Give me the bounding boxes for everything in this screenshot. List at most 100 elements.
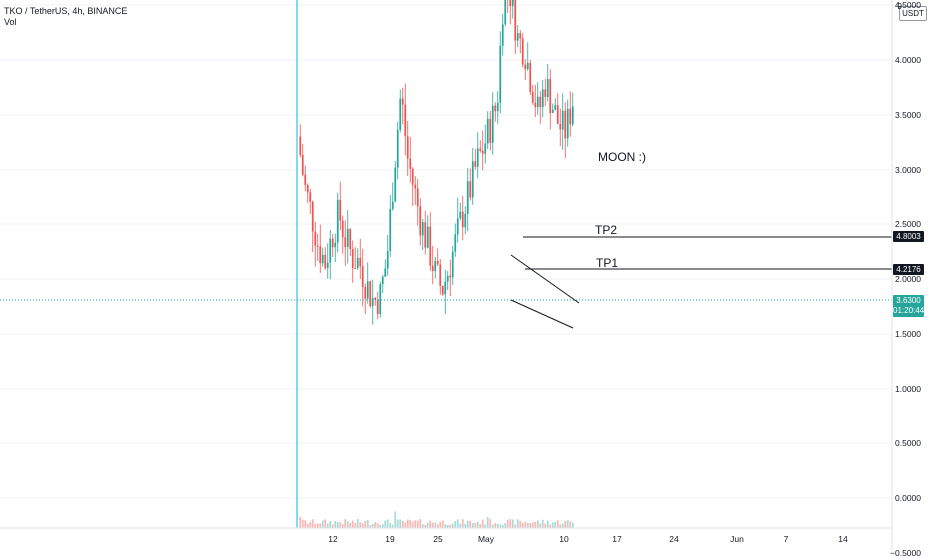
- volume-bar: [306, 523, 309, 528]
- price-tick-label: 3.5000: [895, 109, 921, 120]
- candle-body: [486, 118, 489, 144]
- time-tick-label: 25: [433, 534, 443, 544]
- volume-bar: [549, 524, 552, 528]
- volume-bar: [356, 519, 359, 528]
- time-tick-label: 24: [669, 534, 679, 544]
- volume-bar: [331, 524, 334, 528]
- candle-body: [489, 118, 492, 143]
- candle-body: [496, 102, 499, 112]
- price-tick-label: 0.0000: [895, 493, 921, 503]
- candle-body: [386, 250, 389, 269]
- candle-body: [356, 257, 359, 269]
- volume-bar: [539, 523, 542, 528]
- last-price-value: 3.6300: [896, 296, 921, 305]
- candle-body: [534, 102, 537, 108]
- candle-body: [434, 260, 437, 272]
- volume-bar: [359, 522, 362, 528]
- volume-bar: [321, 520, 324, 528]
- volume-bar: [554, 522, 557, 528]
- candle-body: [481, 150, 484, 154]
- candle-body: [364, 286, 367, 299]
- candle-body: [431, 265, 434, 272]
- volume-bar: [429, 520, 432, 528]
- price-tick-label: 4.0000: [895, 55, 921, 65]
- candle-body: [516, 33, 519, 41]
- candle-body: [426, 226, 429, 248]
- volume-bar: [311, 519, 314, 528]
- price-tick-label: 9: [897, 1, 902, 11]
- volume-bar: [376, 523, 379, 528]
- volume-bar: [564, 520, 567, 528]
- price-tick-label: 3.0000: [895, 164, 921, 175]
- candle-body: [491, 105, 494, 143]
- candle-body: [301, 154, 304, 175]
- volume-bar: [451, 523, 454, 528]
- symbol-title: TKO / TetherUS, 4h, BINANCE: [4, 6, 128, 16]
- wedge-upper-line[interactable]: [510, 254, 580, 304]
- candle-body: [536, 96, 539, 108]
- volume-bar: [386, 519, 389, 528]
- bar-countdown: 01:20:44: [893, 306, 925, 315]
- candle-body: [379, 284, 382, 315]
- candle-body: [414, 184, 417, 189]
- volume-bar: [556, 520, 559, 528]
- volume-bar: [504, 523, 507, 528]
- volume-bar: [536, 520, 539, 528]
- candle-body: [429, 226, 432, 266]
- candle-body: [559, 123, 562, 130]
- volume-bar: [476, 521, 479, 528]
- candle-body: [339, 199, 342, 221]
- candle-body: [511, 0, 514, 7]
- volume-bar: [371, 524, 374, 528]
- volume-bar: [419, 519, 422, 528]
- candle-body: [316, 245, 319, 247]
- candle-body: [336, 199, 339, 243]
- volume-bar: [466, 520, 469, 528]
- candle-body: [416, 188, 419, 207]
- candle-body: [344, 237, 347, 247]
- volume-bar: [529, 523, 532, 528]
- volume-bar: [299, 516, 302, 528]
- volume-bar: [394, 511, 397, 528]
- volume-bar: [499, 524, 502, 528]
- price-tick-label: 0.5000: [895, 438, 921, 449]
- moon-label[interactable]: MOON :): [598, 150, 646, 164]
- candle-body: [504, 0, 507, 25]
- candle-body: [406, 136, 409, 159]
- volume-bar: [434, 522, 437, 528]
- volume-bar: [519, 520, 522, 528]
- volume-bar: [424, 524, 427, 528]
- candle-body: [354, 268, 357, 270]
- volume-bar: [491, 524, 494, 528]
- candle-body: [564, 110, 567, 139]
- volume-bar: [304, 520, 307, 528]
- volume-bar: [484, 524, 487, 528]
- volume-histogram: [299, 511, 574, 528]
- candle-body: [391, 201, 394, 209]
- volume-bar: [414, 520, 417, 528]
- candle-body: [366, 281, 369, 299]
- candle-body: [319, 246, 322, 264]
- candle-body: [444, 281, 447, 295]
- currency-button[interactable]: USDT: [899, 6, 927, 21]
- volume-legend: Vol: [4, 17, 17, 27]
- tp2-label[interactable]: TP2: [595, 223, 618, 237]
- tp1-label[interactable]: TP1: [596, 256, 619, 270]
- volume-bar: [544, 523, 547, 528]
- volume-bar: [526, 522, 529, 528]
- volume-bar: [431, 522, 434, 528]
- candle-body: [469, 181, 472, 198]
- volume-bar: [309, 522, 312, 528]
- volume-bar: [509, 519, 512, 528]
- volume-bar: [336, 522, 339, 528]
- volume-bar: [301, 519, 304, 528]
- candle-body: [376, 299, 379, 315]
- wedge-lower-line[interactable]: [510, 299, 574, 329]
- time-tick-label: May: [477, 534, 495, 544]
- candle-body: [399, 98, 402, 131]
- volume-bar: [426, 522, 429, 528]
- volume-bar: [384, 520, 387, 528]
- candle-body: [389, 208, 392, 251]
- candle-body: [551, 109, 554, 114]
